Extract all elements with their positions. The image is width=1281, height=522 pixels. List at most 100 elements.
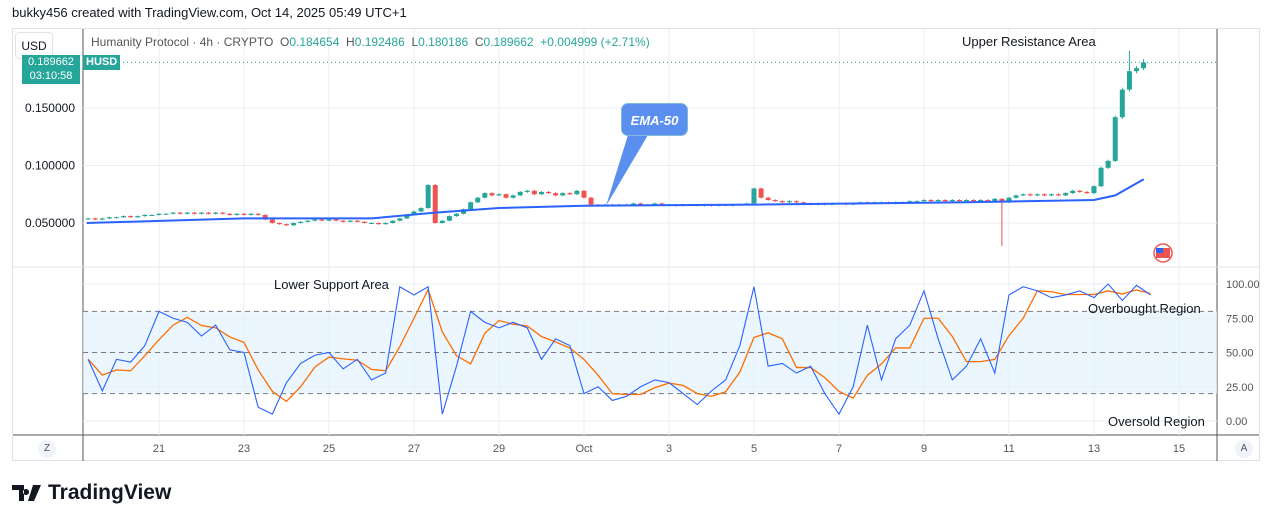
- candle: [418, 207, 424, 213]
- candle-body: [1063, 193, 1069, 196]
- candle: [560, 192, 566, 197]
- candle-body: [1048, 194, 1054, 196]
- candle: [170, 211, 176, 215]
- candle-body: [241, 213, 247, 215]
- candle: [1084, 191, 1090, 194]
- candle: [538, 191, 544, 196]
- candle: [517, 191, 523, 197]
- candle-body: [142, 214, 148, 217]
- candle: [276, 222, 282, 225]
- time-tick-label: 13: [1088, 443, 1100, 455]
- candle-body: [1077, 190, 1083, 192]
- candle-body: [510, 195, 516, 198]
- candle-body: [992, 198, 998, 202]
- candle: [935, 199, 941, 202]
- candle: [1056, 193, 1062, 197]
- candle: [368, 222, 374, 224]
- candle: [1077, 189, 1083, 193]
- candle-body: [999, 198, 1005, 203]
- candle: [439, 220, 445, 224]
- candle-body: [786, 201, 792, 203]
- candle-body: [198, 212, 204, 214]
- candle: [99, 217, 105, 221]
- candle: [347, 220, 353, 223]
- candle-body: [170, 212, 176, 214]
- candle: [383, 222, 389, 225]
- candle: [1020, 193, 1026, 197]
- candle: [999, 198, 1005, 246]
- stoch-d-line: [87, 287, 1151, 403]
- candle-body: [432, 185, 438, 223]
- candle: [248, 213, 254, 216]
- ema-callout[interactable]: EMA-50: [621, 103, 688, 136]
- candle: [546, 191, 552, 194]
- time-tick-label: 29: [493, 443, 505, 455]
- candle-body: [1084, 191, 1090, 194]
- candle-body: [928, 200, 934, 202]
- candle: [213, 211, 219, 215]
- last-price-tag: 0.189662 03:10:58: [22, 55, 80, 84]
- candle: [361, 221, 367, 224]
- candle: [255, 213, 261, 216]
- candle-body: [1098, 167, 1104, 187]
- candle: [227, 213, 233, 216]
- symbol-tag: HUSD: [83, 55, 121, 70]
- candle-body: [546, 191, 552, 194]
- candle-body: [1006, 197, 1012, 203]
- candle-body: [283, 224, 289, 226]
- candle-body: [985, 200, 991, 202]
- candle-body: [1013, 195, 1019, 198]
- time-tick-label: 27: [408, 443, 420, 455]
- bar-countdown: 03:10:58: [29, 70, 73, 82]
- candle: [425, 184, 431, 209]
- candle-body: [1133, 68, 1139, 72]
- candle-body: [1112, 117, 1118, 161]
- chart-frame: [12, 28, 1260, 461]
- upper-resistance-label[interactable]: Upper Resistance Area: [962, 34, 1096, 49]
- candle-body: [425, 185, 431, 209]
- auto-scale-button[interactable]: A: [1235, 440, 1253, 458]
- high-value: 0.192486: [354, 35, 405, 49]
- price-tick-label: 0.050000: [25, 216, 75, 230]
- candle-body: [446, 216, 452, 221]
- candle: [751, 187, 757, 205]
- candle: [446, 215, 452, 222]
- candle: [220, 211, 226, 215]
- lower-support-label[interactable]: Lower Support Area: [274, 277, 389, 292]
- candle: [588, 196, 594, 206]
- candle-body: [1070, 190, 1076, 194]
- oversold-label[interactable]: Oversold Region: [1108, 414, 1205, 429]
- overbought-label[interactable]: Overbought Region: [1088, 301, 1201, 316]
- candle-body: [652, 203, 658, 205]
- candle: [942, 199, 948, 202]
- candle: [163, 213, 169, 215]
- candle: [765, 196, 771, 201]
- candle: [1112, 115, 1118, 163]
- candle: [269, 218, 275, 224]
- candle-body: [418, 208, 424, 212]
- candle-body: [489, 193, 495, 196]
- candle-body: [397, 218, 403, 221]
- candle: [503, 193, 509, 199]
- candle: [432, 184, 438, 224]
- candle-body: [1056, 194, 1062, 196]
- candle-body: [213, 212, 219, 214]
- candle-body: [581, 190, 587, 198]
- time-tick-label: 15: [1173, 443, 1185, 455]
- candle-body: [751, 188, 757, 204]
- candle-body: [468, 202, 474, 210]
- candle-body: [538, 191, 544, 195]
- candle: [1070, 189, 1076, 194]
- candle-body: [793, 201, 799, 203]
- candle: [1048, 193, 1054, 197]
- timezone-button[interactable]: Z: [38, 440, 56, 458]
- stoch-tick-label: 75.00: [1226, 313, 1254, 325]
- candle-body: [128, 216, 134, 218]
- candle-body: [390, 220, 396, 223]
- candle-body: [978, 200, 984, 202]
- high-label: H: [346, 35, 355, 49]
- candle-body: [291, 223, 297, 226]
- candle-body: [333, 219, 339, 221]
- candle: [1034, 193, 1040, 197]
